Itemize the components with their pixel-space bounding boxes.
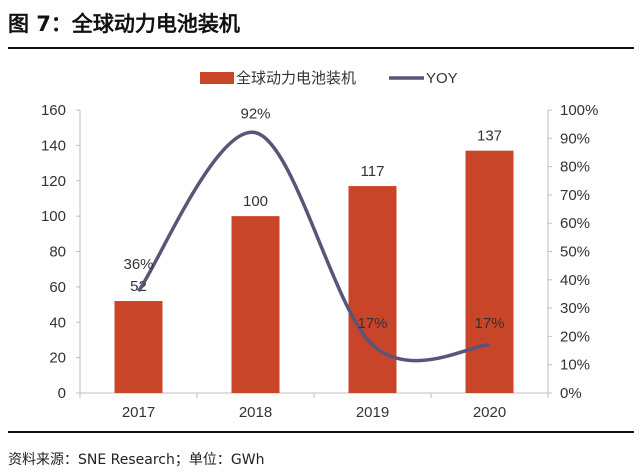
- right-tick-label: 10%: [560, 357, 590, 374]
- left-tick-label: 80: [49, 244, 66, 261]
- right-tick-label: 30%: [560, 300, 590, 317]
- right-tick-label: 70%: [560, 187, 590, 204]
- figure-title: 图 7：全球动力电池装机: [8, 12, 240, 36]
- yoy-label: 17%: [474, 315, 504, 332]
- right-tick-label: 100%: [560, 102, 598, 119]
- x-tick-label: 2017: [122, 404, 155, 421]
- right-tick-label: 90%: [560, 130, 590, 147]
- top-rule: [8, 47, 634, 49]
- x-tick-label: 2020: [473, 404, 506, 421]
- bar-2018: [231, 216, 280, 393]
- right-tick-label: 60%: [560, 215, 590, 232]
- yoy-label: 92%: [240, 106, 270, 123]
- yoy-line: [137, 130, 490, 363]
- left-tick-label: 140: [41, 137, 66, 154]
- right-tick-label: 20%: [560, 328, 590, 345]
- legend-line-label: YOY: [426, 70, 458, 87]
- bottom-rule: [8, 431, 634, 433]
- x-tick-label: 2018: [239, 404, 272, 421]
- right-tick-label: 50%: [560, 244, 590, 261]
- bar-2020: [465, 150, 514, 393]
- legend-bar-label: 全球动力电池装机: [236, 69, 356, 87]
- left-tick-label: 20: [49, 350, 66, 367]
- left-tick-label: 160: [41, 102, 66, 119]
- source-note: 资料来源：SNE Research；单位：GWh: [8, 452, 265, 468]
- bar-label: 137: [477, 128, 502, 145]
- left-tick-label: 0: [58, 385, 66, 402]
- yoy-label: 17%: [357, 315, 387, 332]
- right-tick-label: 40%: [560, 272, 590, 289]
- yoy-label: 36%: [123, 256, 153, 273]
- left-tick-label: 60: [49, 279, 66, 296]
- left-tick-label: 40: [49, 314, 66, 331]
- bar-2017: [114, 301, 163, 393]
- bar-label: 117: [361, 163, 385, 180]
- right-tick-label: 0%: [560, 385, 582, 402]
- bar-2019: [348, 186, 397, 393]
- right-tick-label: 80%: [560, 159, 590, 176]
- left-tick-label: 100: [41, 208, 66, 225]
- legend-bar-swatch: [200, 72, 234, 84]
- x-tick-label: 2019: [356, 404, 389, 421]
- left-tick-label: 120: [41, 173, 66, 190]
- bar-label: 100: [243, 193, 268, 210]
